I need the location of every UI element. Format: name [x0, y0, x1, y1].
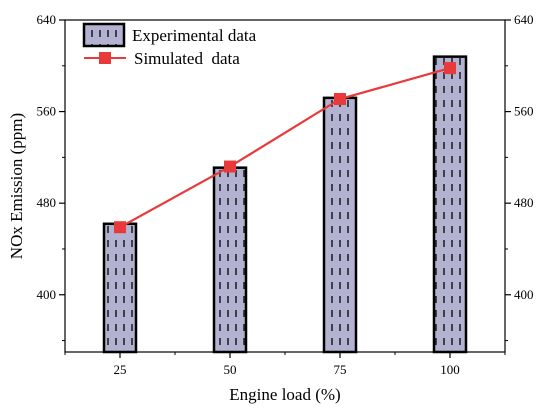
bar: [322, 96, 358, 354]
simulated-point: [224, 160, 236, 173]
simulated-point: [114, 221, 126, 234]
y-axis-left: 400 480 560 640: [37, 12, 65, 342]
y-tick-label-left: 560: [37, 104, 57, 119]
bar: [432, 55, 468, 354]
y-tick-label-left: 640: [37, 12, 57, 27]
legend-marker-simulated: [99, 52, 111, 64]
legend-label-simulated: Simulated data: [134, 49, 240, 68]
y-tick-label-right: 640: [514, 12, 534, 27]
legend-swatch-experimental: [82, 22, 126, 48]
simulated-line: [114, 62, 456, 234]
y-tick-label-left: 480: [37, 195, 57, 210]
simulated-line-path: [119, 67, 451, 229]
x-tick-label: 100: [440, 362, 460, 377]
bar: [212, 166, 248, 354]
experimental-bars: [102, 55, 468, 354]
y-tick-label-right: 400: [514, 287, 534, 302]
y-axis-title: NOx Emission (ppm): [7, 113, 26, 259]
y-tick-label-right: 480: [514, 195, 534, 210]
legend: Experimental data Simulated data: [82, 22, 257, 68]
bar: [102, 222, 138, 354]
x-axis: 25 50 75 100: [64, 352, 506, 377]
simulated-point: [334, 92, 346, 105]
x-tick-label: 25: [114, 362, 127, 377]
x-tick-label: 50: [224, 362, 237, 377]
y-tick-label-right: 560: [514, 104, 534, 119]
y-tick-label-left: 400: [37, 287, 57, 302]
y-axis-right: 400 480 560 640: [505, 12, 534, 342]
x-tick-label: 75: [334, 362, 347, 377]
simulated-point: [444, 62, 456, 75]
x-axis-title: Engine load (%): [229, 385, 340, 404]
legend-label-experimental: Experimental data: [132, 26, 257, 45]
